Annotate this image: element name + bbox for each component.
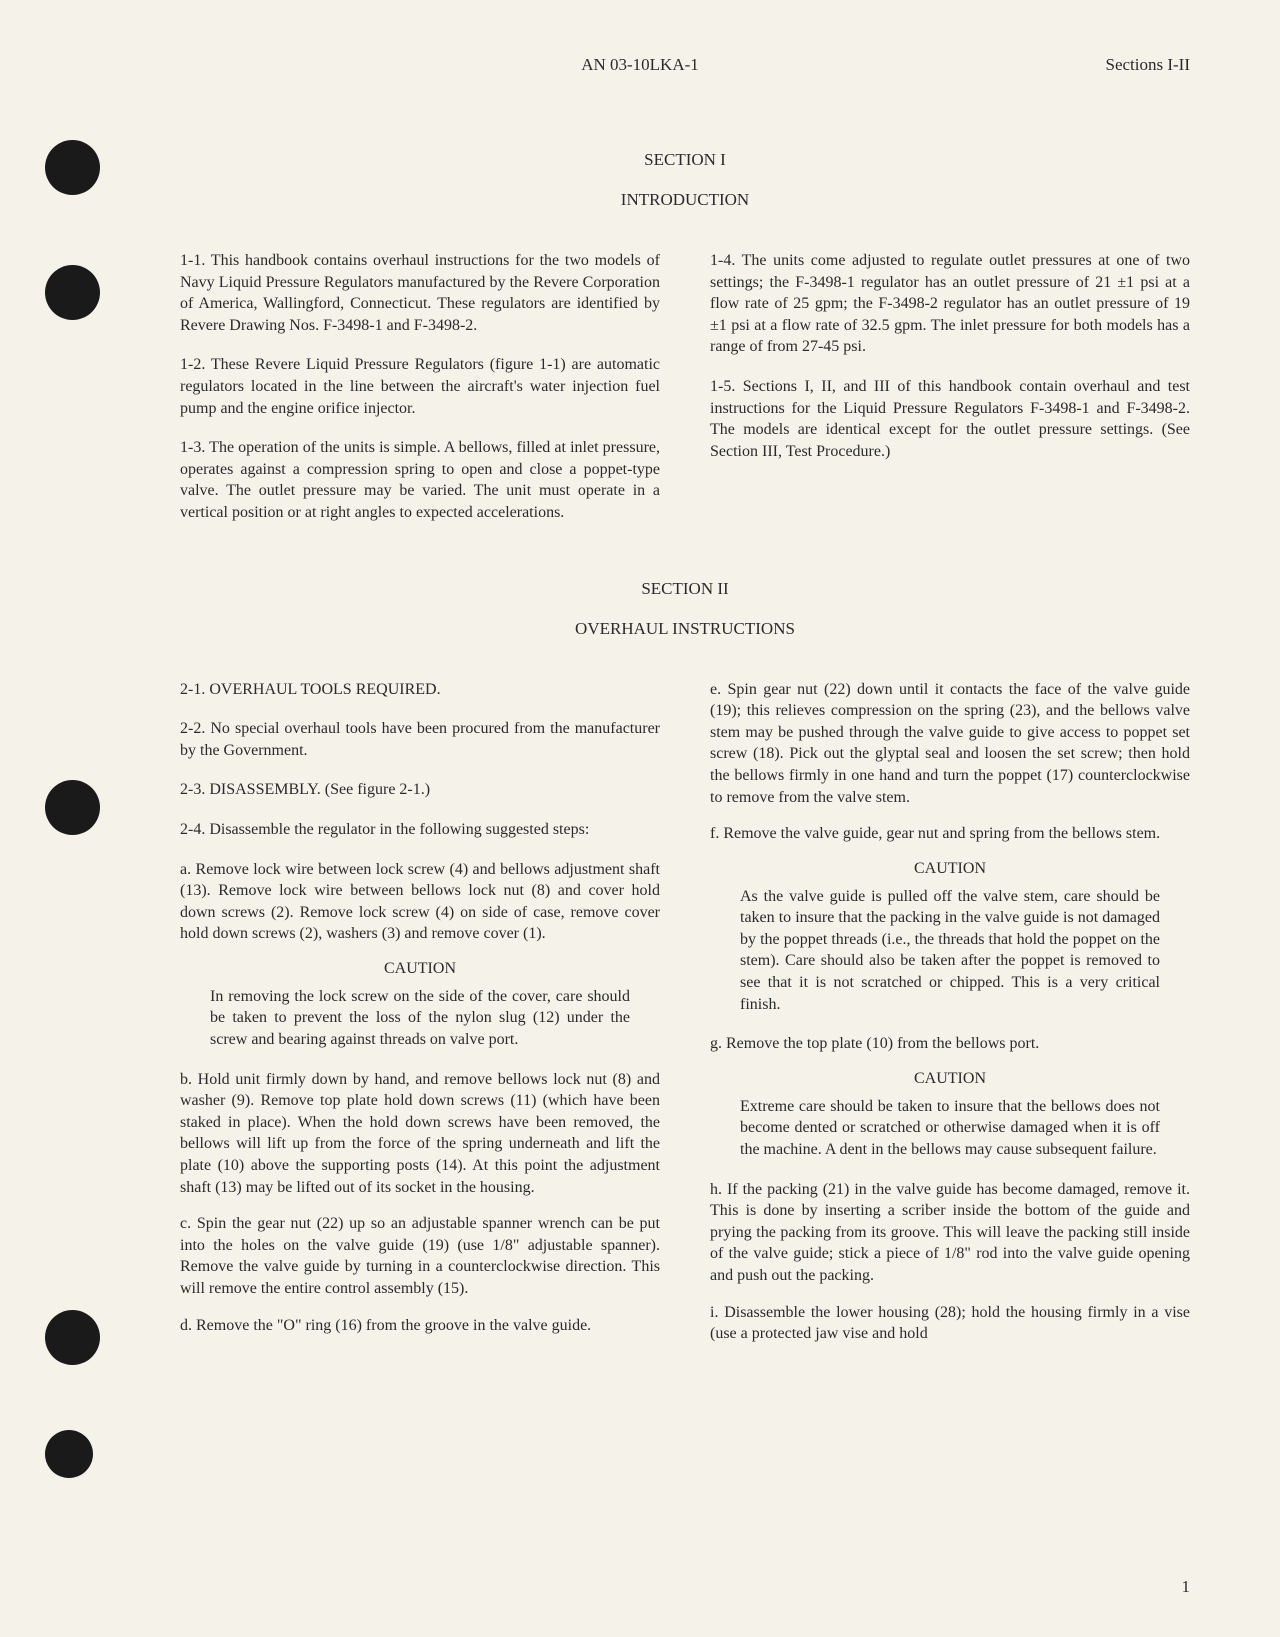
document-page: AN 03-10LKA-1 Sections I-II SECTION I IN… xyxy=(0,0,1280,1637)
paragraph-1-3: 1-3. The operation of the units is simpl… xyxy=(180,437,660,523)
heading-2-3: 2-3. DISASSEMBLY. (See figure 2-1.) xyxy=(180,779,660,801)
paragraph-2-2: 2-2. No special overhaul tools have been… xyxy=(180,718,660,761)
punch-hole xyxy=(45,140,100,195)
section-1-title: SECTION I xyxy=(180,150,1190,170)
step-f: f. Remove the valve guide, gear nut and … xyxy=(710,823,1190,845)
step-c: c. Spin the gear nut (22) up so an adjus… xyxy=(180,1213,660,1299)
section-1-subtitle: INTRODUCTION xyxy=(180,190,1190,210)
paragraph-1-5: 1-5. Sections I, II, and III of this han… xyxy=(710,376,1190,462)
section-1: SECTION I INTRODUCTION 1-1. This handboo… xyxy=(180,150,1190,524)
paragraph-2-4: 2-4. Disassemble the regulator in the fo… xyxy=(180,819,660,841)
caution-3-body: Extreme care should be taken to insure t… xyxy=(710,1096,1190,1161)
caution-3-title: CAUTION xyxy=(710,1070,1190,1088)
section-2-title: SECTION II xyxy=(180,579,1190,599)
paragraph-1-4: 1-4. The units come adjusted to regulate… xyxy=(710,250,1190,358)
paragraph-1-2: 1-2. These Revere Liquid Pressure Regula… xyxy=(180,354,660,419)
step-h: h. If the packing (21) in the valve guid… xyxy=(710,1179,1190,1287)
punch-hole xyxy=(45,1310,100,1365)
caution-1-body: In removing the lock screw on the side o… xyxy=(180,986,660,1051)
section-2-subtitle: OVERHAUL INSTRUCTIONS xyxy=(180,619,1190,639)
step-i: i. Disassemble the lower housing (28); h… xyxy=(710,1302,1190,1345)
section-2: SECTION II OVERHAUL INSTRUCTIONS 2-1. OV… xyxy=(180,579,1190,1356)
document-number: AN 03-10LKA-1 xyxy=(581,55,699,75)
step-d: d. Remove the "O" ring (16) from the gro… xyxy=(180,1315,660,1337)
section-2-content: 2-1. OVERHAUL TOOLS REQUIRED. 2-2. No sp… xyxy=(180,679,1190,1356)
page-header: AN 03-10LKA-1 Sections I-II xyxy=(180,55,1190,75)
caution-2-body: As the valve guide is pulled off the val… xyxy=(710,886,1190,1016)
step-e: e. Spin gear nut (22) down until it cont… xyxy=(710,679,1190,809)
step-a: a. Remove lock wire between lock screw (… xyxy=(180,859,660,945)
caution-2-title: CAUTION xyxy=(710,860,1190,878)
caution-1: CAUTION In removing the lock screw on th… xyxy=(180,960,660,1051)
caution-1-title: CAUTION xyxy=(180,960,660,978)
section-1-content: 1-1. This handbook contains overhaul ins… xyxy=(180,250,1190,524)
paragraph-1-1: 1-1. This handbook contains overhaul ins… xyxy=(180,250,660,336)
heading-2-1: 2-1. OVERHAUL TOOLS REQUIRED. xyxy=(180,679,660,701)
punch-hole xyxy=(45,1430,93,1478)
caution-2: CAUTION As the valve guide is pulled off… xyxy=(710,860,1190,1016)
step-g: g. Remove the top plate (10) from the be… xyxy=(710,1033,1190,1055)
sections-label: Sections I-II xyxy=(1105,55,1190,75)
step-b: b. Hold unit firmly down by hand, and re… xyxy=(180,1069,660,1199)
page-number: 1 xyxy=(1182,1577,1191,1597)
punch-hole xyxy=(45,780,100,835)
punch-hole xyxy=(45,265,100,320)
caution-3: CAUTION Extreme care should be taken to … xyxy=(710,1070,1190,1161)
